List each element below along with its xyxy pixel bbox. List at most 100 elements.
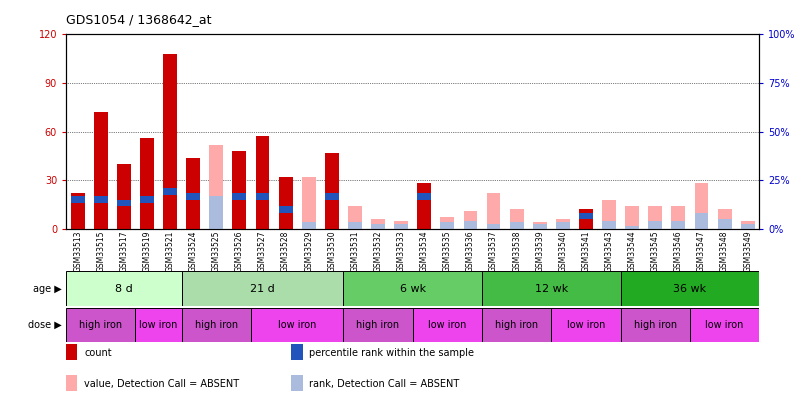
Text: GSM33546: GSM33546	[674, 231, 683, 273]
Bar	[325, 153, 339, 229]
Text: value, Detection Call = ABSENT: value, Detection Call = ABSENT	[84, 379, 239, 389]
Bar	[186, 193, 200, 200]
Text: GSM33531: GSM33531	[351, 231, 359, 272]
Text: GDS1054 / 1368642_at: GDS1054 / 1368642_at	[66, 13, 212, 26]
Bar	[602, 221, 616, 229]
Bar	[140, 196, 154, 203]
Text: 12 wk: 12 wk	[534, 284, 568, 294]
Bar	[717, 209, 732, 229]
Bar	[579, 209, 593, 229]
Bar	[117, 200, 131, 206]
Bar	[695, 213, 708, 229]
Bar	[251, 308, 343, 342]
Bar	[533, 222, 546, 229]
Text: GSM33517: GSM33517	[119, 231, 128, 272]
Bar	[301, 177, 316, 229]
Text: 6 wk: 6 wk	[400, 284, 426, 294]
Bar	[117, 164, 131, 229]
Bar	[621, 271, 759, 306]
Bar	[279, 177, 293, 229]
Bar	[93, 196, 108, 203]
Bar	[210, 145, 223, 229]
Bar	[186, 158, 200, 229]
Text: GSM33530: GSM33530	[327, 231, 336, 273]
Bar	[66, 375, 77, 391]
Bar	[71, 196, 85, 203]
Bar	[135, 308, 181, 342]
Bar	[210, 196, 223, 229]
Text: low iron: low iron	[705, 320, 744, 330]
Text: dose ▶: dose ▶	[28, 320, 62, 330]
Bar	[66, 308, 135, 342]
Bar	[671, 206, 685, 229]
Text: high iron: high iron	[634, 320, 677, 330]
Bar	[440, 222, 455, 229]
Text: count: count	[84, 348, 112, 358]
Text: age ▶: age ▶	[33, 284, 62, 294]
Text: GSM33539: GSM33539	[535, 231, 544, 273]
Bar	[556, 219, 570, 229]
Bar	[648, 206, 663, 229]
Text: GSM33537: GSM33537	[489, 231, 498, 273]
Bar	[232, 193, 247, 200]
Bar	[279, 206, 293, 213]
Text: GSM33549: GSM33549	[743, 231, 752, 273]
Text: 36 wk: 36 wk	[673, 284, 707, 294]
Bar	[621, 308, 690, 342]
Text: high iron: high iron	[195, 320, 238, 330]
Text: low iron: low iron	[428, 320, 467, 330]
Text: GSM33538: GSM33538	[512, 231, 521, 272]
Text: low iron: low iron	[139, 320, 177, 330]
Text: GSM33519: GSM33519	[143, 231, 152, 272]
Text: low iron: low iron	[278, 320, 316, 330]
Bar	[463, 211, 477, 229]
Bar	[343, 271, 482, 306]
Bar	[487, 193, 501, 229]
Text: low iron: low iron	[567, 320, 605, 330]
Text: rank, Detection Call = ABSENT: rank, Detection Call = ABSENT	[310, 379, 459, 389]
Text: GSM33545: GSM33545	[650, 231, 660, 273]
Bar	[181, 271, 343, 306]
Text: GSM33544: GSM33544	[628, 231, 637, 273]
Bar	[625, 226, 639, 229]
Bar	[487, 224, 501, 229]
Bar	[602, 200, 616, 229]
Bar	[71, 193, 85, 229]
Bar	[66, 271, 181, 306]
Text: GSM33515: GSM33515	[96, 231, 106, 272]
Bar	[509, 209, 524, 229]
Text: 8 d: 8 d	[115, 284, 133, 294]
Bar	[556, 222, 570, 229]
Text: high iron: high iron	[79, 320, 123, 330]
Bar	[140, 138, 154, 229]
Bar	[292, 375, 302, 391]
Bar	[371, 219, 385, 229]
Bar	[579, 213, 593, 219]
Bar	[93, 112, 108, 229]
Text: GSM33547: GSM33547	[697, 231, 706, 273]
Text: GSM33521: GSM33521	[165, 231, 175, 272]
Bar	[348, 206, 362, 229]
Bar	[648, 221, 663, 229]
Bar	[301, 222, 316, 229]
Bar	[671, 221, 685, 229]
Text: GSM33513: GSM33513	[73, 231, 82, 272]
Text: GSM33533: GSM33533	[397, 231, 405, 273]
Bar	[418, 183, 431, 229]
Bar	[440, 217, 455, 229]
Text: GSM33548: GSM33548	[720, 231, 729, 272]
Text: 21 d: 21 d	[250, 284, 275, 294]
Text: GSM33524: GSM33524	[189, 231, 197, 272]
Bar	[66, 344, 77, 360]
Bar	[163, 54, 177, 229]
Bar	[232, 151, 247, 229]
Bar	[256, 193, 269, 200]
Bar	[463, 221, 477, 229]
Bar	[741, 224, 754, 229]
Text: GSM33529: GSM33529	[304, 231, 314, 272]
Text: high iron: high iron	[356, 320, 400, 330]
Text: GSM33535: GSM33535	[442, 231, 452, 273]
Text: GSM33534: GSM33534	[420, 231, 429, 273]
Text: GSM33525: GSM33525	[212, 231, 221, 272]
Bar	[509, 222, 524, 229]
